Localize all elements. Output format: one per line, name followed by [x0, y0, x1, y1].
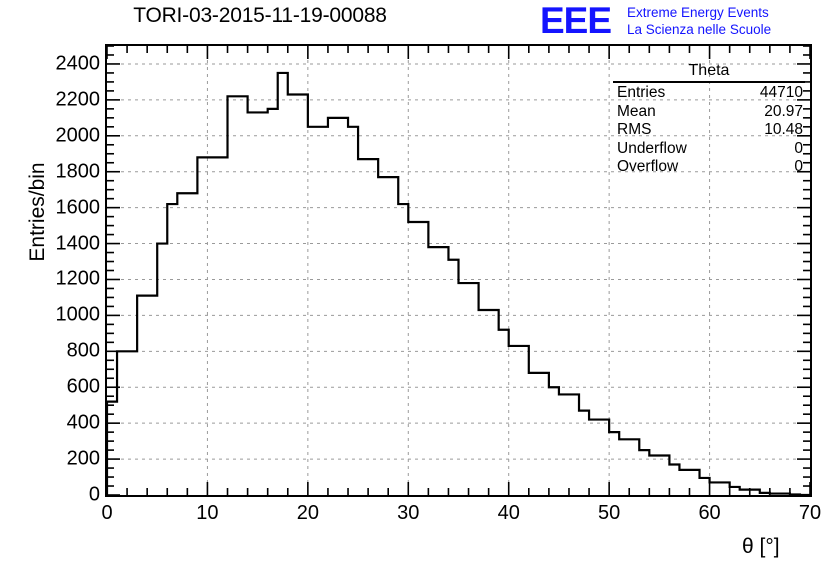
y-tick-label: 800: [66, 339, 100, 362]
y-tick-label: 2200: [55, 88, 101, 111]
stats-row-value: 20.97: [764, 102, 803, 120]
stats-row: Overflow 0: [613, 157, 805, 176]
x-tick-label: 0: [101, 502, 113, 524]
x-tick-label: 70: [798, 502, 822, 524]
y-tick-label: 1800: [55, 160, 101, 183]
stats-row-key: RMS: [617, 121, 652, 138]
stats-row-value: 44710: [759, 84, 803, 101]
stats-row-key: Entries: [617, 84, 666, 101]
histogram-plot: [107, 46, 810, 495]
stats-row: Entries 44710: [613, 83, 805, 102]
stats-row-key: Overflow: [617, 158, 679, 175]
x-tick-label: 10: [196, 502, 219, 524]
stats-row-value: 0: [794, 158, 803, 175]
x-tick-label: 40: [497, 502, 520, 524]
stats-box-rows: Entries 44710 Mean 20.97 RMS 10.48 Underflow 0 O…: [613, 83, 805, 176]
stats-box-title: Theta: [613, 62, 805, 83]
x-tick-label: 60: [698, 502, 721, 524]
eee-logo-text: Extreme Energy Events La Scienza nelle S…: [627, 4, 771, 38]
stats-row-key: Mean: [617, 102, 656, 120]
stats-row-value: 0: [794, 139, 803, 157]
y-tick-label: 200: [66, 447, 100, 470]
stats-row: Mean 20.97: [613, 102, 805, 121]
eee-logo-line2: La Scienza nelle Scuole: [627, 22, 772, 37]
x-tick-label: 50: [598, 502, 621, 524]
page-title: TORI-03-2015-11-19-00088: [133, 4, 387, 27]
histogram-step-line: [107, 71, 810, 495]
stats-row: Underflow 0: [613, 139, 805, 158]
y-tick-label: 600: [66, 375, 100, 398]
x-tick-label: 30: [397, 502, 420, 524]
gridlines: [107, 46, 810, 495]
eee-logo-mark: EEE: [540, 0, 612, 41]
stats-row-key: Underflow: [617, 139, 687, 157]
stats-row: RMS 10.48: [613, 120, 805, 139]
y-tick-label: 1000: [55, 303, 101, 326]
eee-logo: EEE Extreme Energy Events La Scienza nel…: [535, 2, 835, 42]
y-tick-label: 1600: [55, 196, 101, 219]
y-tick-label: 2400: [55, 52, 101, 75]
y-tick-label: 1200: [55, 267, 101, 290]
y-tick-label: 1400: [55, 232, 101, 255]
y-tick-label: 400: [66, 411, 100, 434]
x-tick-label: 20: [296, 502, 319, 524]
eee-logo-line1: Extreme Energy Events: [627, 5, 769, 20]
stats-box: Theta Entries 44710 Mean 20.97 RMS 10.48 Under…: [613, 62, 805, 176]
plot-frame: [105, 44, 812, 497]
axis-ticks: [107, 46, 810, 495]
y-tick-label: 2000: [55, 124, 101, 147]
y-axis-tick-labels: 0 200 400 600 800 1000 1200 1400 1600 1800 2000 220…: [0, 0, 101, 572]
x-axis-title: θ [°]: [742, 535, 780, 558]
stats-row-value: 10.48: [764, 121, 803, 138]
y-tick-label: 0: [88, 483, 100, 506]
